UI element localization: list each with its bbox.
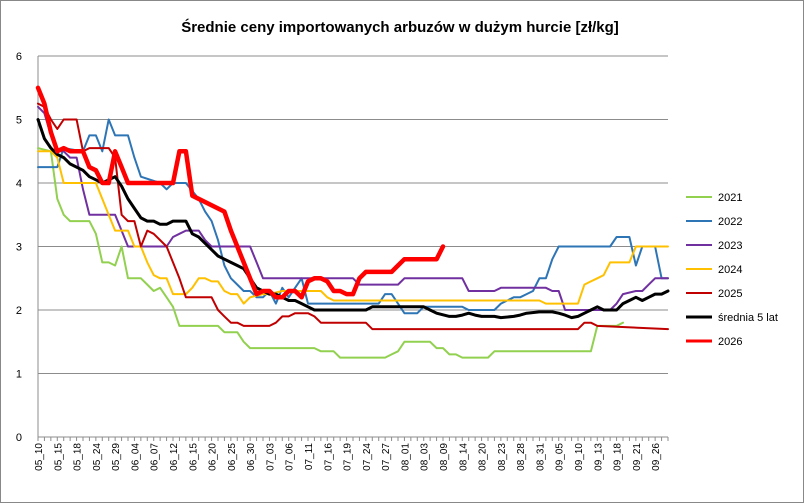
x-tick-label: 05_24 [92, 443, 103, 471]
x-tick-label: 07_19 [343, 443, 354, 471]
legend-label: 2026 [718, 336, 742, 348]
x-tick-label: 06_07 [150, 443, 161, 471]
y-tick-label: 6 [16, 51, 22, 63]
series-line-3 [37, 150, 669, 305]
y-tick-label: 1 [16, 369, 22, 381]
y-tick-label: 3 [16, 242, 22, 254]
x-tick-label: 06_30 [246, 443, 257, 471]
x-tick-label: 07_03 [265, 443, 276, 471]
gridlines [38, 55, 668, 374]
x-tick-label: 09_13 [593, 443, 604, 471]
y-tick-label: 0 [16, 432, 22, 444]
x-tick-label: 09_26 [651, 443, 662, 471]
x-tick-label: 09_18 [613, 443, 624, 471]
x-tick-label: 06_15 [188, 443, 199, 471]
chart-title: Średnie ceny importowanych arbuzów w duż… [181, 18, 619, 36]
legend-label: 2025 [718, 288, 742, 300]
x-tick-label: 05_15 [53, 443, 64, 471]
legend-label: 2022 [718, 216, 742, 228]
x-tick-label: 08_14 [458, 443, 469, 471]
x-tick-label: 07_24 [362, 443, 373, 471]
x-tick-label: 08_20 [478, 443, 489, 471]
x-tick-label: 05_29 [111, 443, 122, 471]
x-tick-label: 08_09 [439, 443, 450, 471]
x-tick-label: 09_21 [632, 443, 643, 471]
x-tick-label: 09_10 [574, 443, 585, 471]
x-tick-label: 07_27 [381, 443, 392, 471]
x-tick-label: 06_12 [169, 443, 180, 471]
x-tick-label: 08_28 [516, 443, 527, 471]
x-tick-label: 07_11 [304, 443, 315, 471]
series-line-2 [37, 105, 669, 311]
legend-label: 2024 [718, 264, 742, 276]
axes [37, 56, 669, 441]
x-tick-label: 06_25 [227, 443, 238, 471]
series-line-5 [36, 118, 670, 320]
x-tick-label: 09_05 [555, 443, 566, 471]
series-line-6 [35, 85, 446, 300]
x-tick-label: 08_23 [497, 443, 508, 471]
y-tick-label: 4 [16, 178, 22, 190]
series-line-1 [37, 118, 669, 315]
legend: 2021 2022 2023 2024 2025 średnia 5 lat 2026 [686, 192, 778, 348]
x-tick-label: 08_01 [400, 443, 411, 471]
y-axis-ticks: 0 1 2 3 4 5 6 [16, 51, 22, 444]
x-tick-label: 06_20 [208, 443, 219, 471]
legend-label: 2021 [718, 192, 742, 204]
y-tick-label: 5 [16, 115, 22, 127]
legend-label: średnia 5 lat [718, 312, 778, 324]
x-tick-label: 05_18 [73, 443, 84, 471]
x-tick-label: 07_06 [285, 443, 296, 471]
x-tick-label: 07_16 [323, 443, 334, 471]
legend-label: 2023 [718, 240, 742, 252]
y-tick-label: 2 [16, 305, 22, 317]
x-tick-label: 08_03 [420, 443, 431, 471]
x-tick-label: 08_31 [535, 443, 546, 471]
x-tick-label: 05_10 [34, 443, 45, 471]
series-lines [35, 85, 670, 359]
x-axis-ticks: 05_10 05_15 05_18 05_24 05_29 06_04 06_07 06_12… [34, 443, 662, 471]
series-line-0 [37, 147, 624, 359]
x-tick-label: 06_04 [130, 443, 141, 471]
